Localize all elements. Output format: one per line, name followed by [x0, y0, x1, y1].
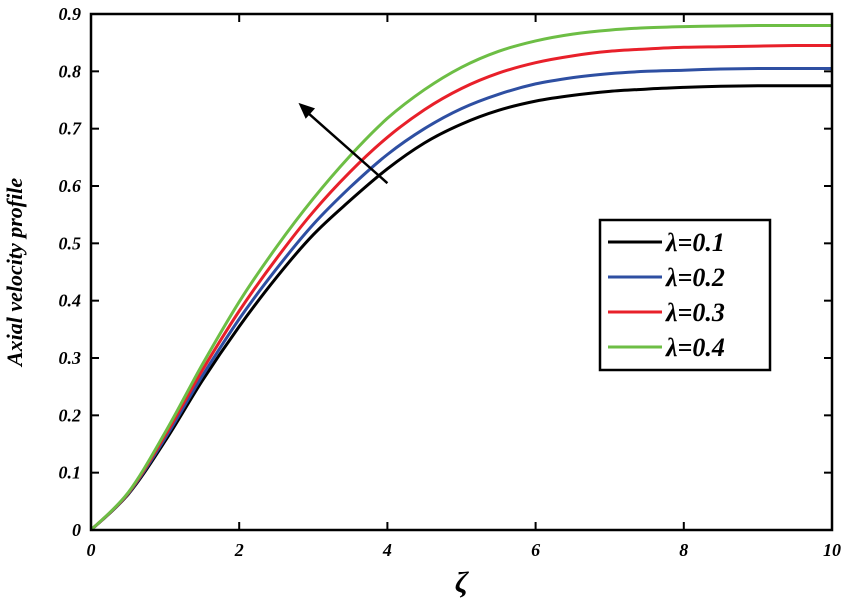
x-tick-label: 6: [531, 540, 540, 560]
y-tick-label: 0.2: [59, 405, 82, 425]
legend-label: λ=0.1: [665, 228, 725, 257]
y-tick-label: 0.5: [59, 233, 82, 253]
y-tick-label: 0: [72, 520, 81, 540]
legend: λ=0.1 λ=0.2 λ=0.3 λ=0.4: [598, 218, 772, 372]
series-layer: [89, 23, 833, 532]
x-tick-label: 2: [234, 540, 244, 560]
y-tick-label: 0.7: [59, 119, 83, 139]
y-tick-label: 0.1: [59, 463, 82, 483]
x-tick-label: 10: [823, 540, 841, 560]
annotation-layer: [298, 102, 389, 185]
tick-layer: 0 2 4 6 8 10 0 0.1 0.2 0.3 0.4 0.5 0.6 0.7 0.8 0.9: [59, 4, 842, 560]
y-tick-label: 0.3: [59, 348, 82, 368]
trend-arrow-head: [298, 102, 316, 119]
trend-arrow-shaft: [303, 108, 389, 185]
y-tick-label: 0.8: [59, 61, 82, 81]
x-axis-label: ζ: [455, 566, 470, 599]
plot-frame: [89, 12, 834, 532]
legend-label: λ=0.2: [665, 263, 725, 292]
y-tick-label: 0.4: [59, 291, 82, 311]
series-line-1: [89, 84, 832, 532]
series-line-3: [89, 43, 833, 532]
x-tick-label: 8: [679, 540, 688, 560]
series-line-4: [89, 23, 832, 532]
y-axis-label: Axial velocity profile: [2, 178, 27, 368]
legend-label: λ=0.4: [665, 333, 725, 362]
legend-label: λ=0.3: [665, 298, 725, 327]
y-tick-label: 0.6: [59, 176, 82, 196]
y-tick-label: 0.9: [59, 4, 82, 24]
x-tick-label: 0: [87, 540, 96, 560]
x-tick-label: 4: [382, 540, 392, 560]
legend-box: [598, 218, 772, 372]
series-line-2: [89, 66, 832, 532]
